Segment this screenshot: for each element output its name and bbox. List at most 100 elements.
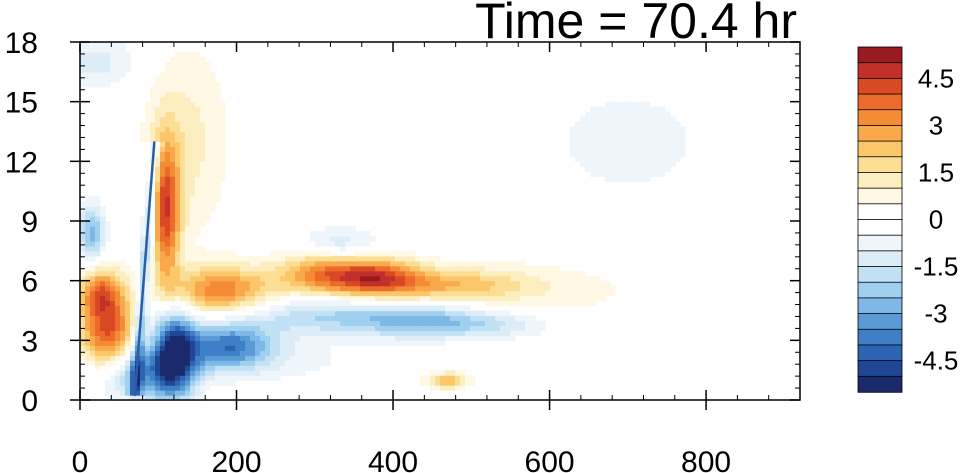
heatmap-cell <box>375 255 381 262</box>
heatmap-cell <box>495 310 501 317</box>
heatmap-cell <box>660 171 666 177</box>
heatmap-cell <box>610 126 616 133</box>
heatmap-cell <box>645 121 651 128</box>
heatmap-cell <box>160 355 166 361</box>
heatmap-cell <box>190 106 196 113</box>
heatmap-cell <box>590 280 596 287</box>
heatmap-cell <box>575 270 581 277</box>
heatmap-cell <box>330 305 336 312</box>
y-tick-label: 0 <box>21 385 38 418</box>
heatmap-cell <box>105 270 111 277</box>
heatmap-cell <box>520 270 526 277</box>
heatmap-cell <box>560 280 566 287</box>
heatmap-cell <box>515 295 521 302</box>
heatmap-cell <box>125 345 131 351</box>
heatmap-cell <box>295 260 301 267</box>
heatmap-cell <box>635 126 641 133</box>
heatmap-cell <box>305 280 311 287</box>
heatmap-cell <box>300 350 306 356</box>
heatmap-cell <box>455 295 461 302</box>
heatmap-cell <box>170 86 176 93</box>
heatmap-cell <box>220 285 226 292</box>
heatmap-cell <box>635 136 641 143</box>
heatmap-cell <box>300 305 306 312</box>
heatmap-cell <box>160 270 166 277</box>
heatmap-cell <box>340 340 346 346</box>
heatmap-cell <box>115 275 121 282</box>
heatmap-cell <box>635 146 641 152</box>
heatmap-cell <box>155 106 161 113</box>
heatmap-cell <box>485 300 491 307</box>
heatmap-cell <box>430 335 436 341</box>
heatmap-cell <box>330 320 336 327</box>
heatmap-cell <box>225 295 231 302</box>
heatmap-cell <box>595 121 601 128</box>
heatmap-cell <box>110 265 116 272</box>
heatmap-cell <box>615 111 621 118</box>
heatmap-cell <box>585 136 591 143</box>
heatmap-cell <box>335 265 341 272</box>
heatmap-cell <box>215 131 221 138</box>
heatmap-cell <box>330 270 336 277</box>
heatmap-cell <box>180 61 186 68</box>
heatmap-cell <box>115 46 121 53</box>
heatmap-cell <box>450 330 456 336</box>
heatmap-cell <box>180 151 186 157</box>
heatmap-cell <box>400 320 406 327</box>
heatmap-cell <box>150 260 156 267</box>
heatmap-cell <box>375 290 381 297</box>
heatmap-cell <box>210 285 216 292</box>
heatmap-cell <box>205 161 211 167</box>
heatmap-cell <box>90 335 96 341</box>
heatmap-cell <box>130 295 136 302</box>
heatmap-cell <box>510 285 516 292</box>
heatmap-cell <box>95 66 101 73</box>
heatmap-cell <box>650 126 656 133</box>
heatmap-cell <box>355 235 361 242</box>
heatmap-cell <box>95 335 101 341</box>
heatmap-cell <box>300 285 306 292</box>
heatmap-cell <box>320 230 326 237</box>
heatmap-cell <box>445 325 451 331</box>
heatmap-cell <box>175 201 181 207</box>
heatmap-cell <box>155 161 161 167</box>
heatmap-cell <box>270 305 276 312</box>
heatmap-cell <box>305 275 311 282</box>
heatmap-cell <box>95 310 101 317</box>
heatmap-cell <box>240 255 246 262</box>
heatmap-cell <box>250 320 256 327</box>
heatmap-cell <box>285 260 291 267</box>
heatmap-cell <box>100 46 106 53</box>
heatmap-cell <box>105 285 111 292</box>
heatmap-cell <box>675 136 681 143</box>
heatmap-cell <box>125 285 131 292</box>
heatmap-cell <box>225 285 231 292</box>
heatmap-cell <box>425 340 431 346</box>
heatmap-cell <box>195 385 201 391</box>
heatmap-cell <box>310 350 316 356</box>
heatmap-cell <box>235 370 241 376</box>
heatmap-cell <box>590 166 596 172</box>
heatmap-cell <box>420 305 426 312</box>
heatmap-cell <box>510 315 516 322</box>
heatmap-cell <box>180 166 186 172</box>
heatmap-cell <box>325 320 331 327</box>
heatmap-cell <box>175 240 181 247</box>
heatmap-cell <box>285 315 291 322</box>
heatmap-cell <box>215 295 221 302</box>
heatmap-cell <box>465 265 471 272</box>
heatmap-cell <box>290 325 296 331</box>
heatmap-cell <box>175 131 181 138</box>
heatmap-cell <box>475 290 481 297</box>
heatmap-cell <box>365 320 371 327</box>
heatmap-cell <box>670 141 676 148</box>
heatmap-cell <box>100 275 106 282</box>
colorbar-swatch <box>857 360 903 378</box>
heatmap-cell <box>465 325 471 331</box>
heatmap-cell <box>390 255 396 262</box>
heatmap-cell <box>325 265 331 272</box>
heatmap-cell <box>135 300 141 307</box>
heatmap-cell <box>365 240 371 247</box>
heatmap-cell <box>430 275 436 282</box>
heatmap-cell <box>390 265 396 272</box>
